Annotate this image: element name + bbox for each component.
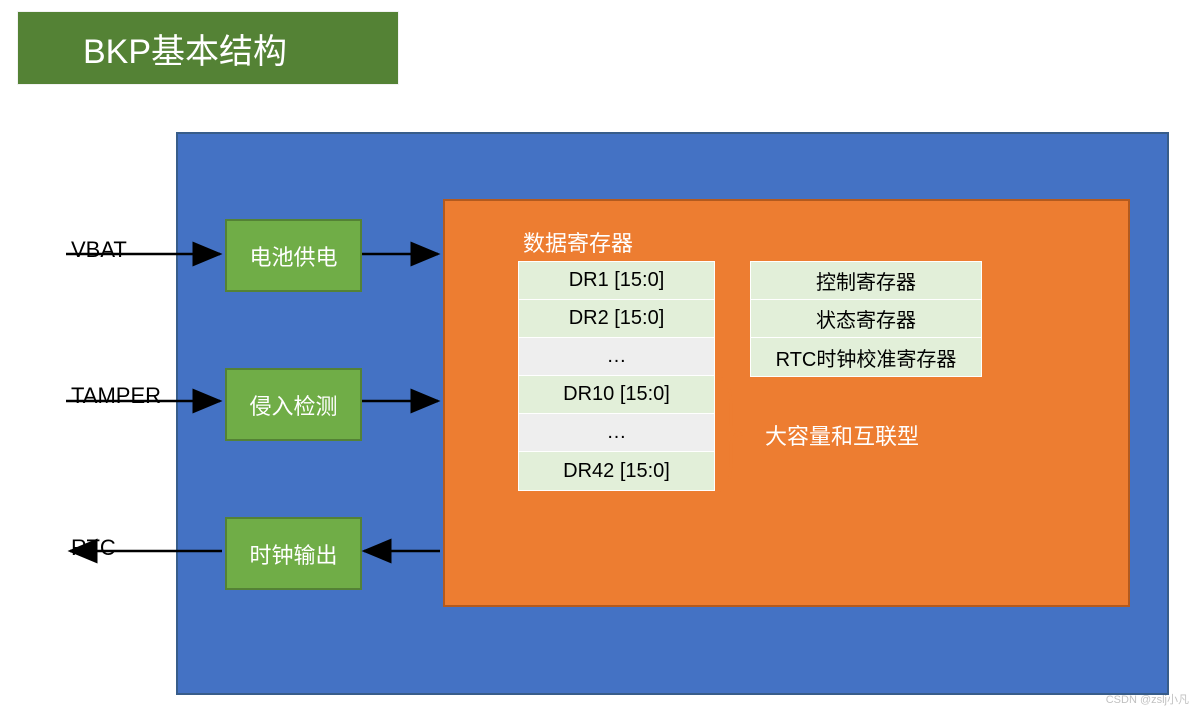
title-text: BKP基本结构 bbox=[83, 24, 287, 73]
other-register-table: 控制寄存器 状态寄存器 RTC时钟校准寄存器 bbox=[750, 261, 982, 377]
data-register-table: DR1 [15:0] DR2 [15:0] … DR10 [15:0] … DR… bbox=[518, 261, 715, 491]
register-box: 数据寄存器 DR1 [15:0] DR2 [15:0] … DR10 [15:0… bbox=[443, 199, 1130, 607]
reg-cell: 控制寄存器 bbox=[751, 262, 981, 300]
box-tamper: 侵入检测 bbox=[225, 368, 362, 441]
label-vbat: VBAT bbox=[71, 237, 127, 263]
reg-cell: … bbox=[519, 338, 714, 376]
reg-cell: DR10 [15:0] bbox=[519, 376, 714, 414]
brace-icon bbox=[715, 376, 755, 496]
main-container: 电池供电 侵入检测 时钟输出 数据寄存器 DR1 [15:0] DR2 [15:… bbox=[176, 132, 1169, 695]
register-header: 数据寄存器 bbox=[523, 226, 633, 258]
label-tamper: TAMPER bbox=[71, 383, 161, 409]
box-tamper-label: 侵入检测 bbox=[249, 389, 337, 421]
box-power-label: 电池供电 bbox=[249, 240, 337, 272]
title-bar: BKP基本结构 bbox=[18, 12, 398, 84]
reg-cell: DR2 [15:0] bbox=[519, 300, 714, 338]
watermark: CSDN @zslj小凡 bbox=[1106, 691, 1189, 707]
brace-label: 大容量和互联型 bbox=[765, 419, 919, 451]
label-rtc: RTC bbox=[71, 535, 116, 561]
reg-cell: RTC时钟校准寄存器 bbox=[751, 338, 981, 376]
reg-cell: DR42 [15:0] bbox=[519, 452, 714, 490]
reg-cell: 状态寄存器 bbox=[751, 300, 981, 338]
box-clock: 时钟输出 bbox=[225, 517, 362, 590]
box-clock-label: 时钟输出 bbox=[249, 538, 337, 570]
reg-cell: DR1 [15:0] bbox=[519, 262, 714, 300]
reg-cell: … bbox=[519, 414, 714, 452]
box-power: 电池供电 bbox=[225, 219, 362, 292]
